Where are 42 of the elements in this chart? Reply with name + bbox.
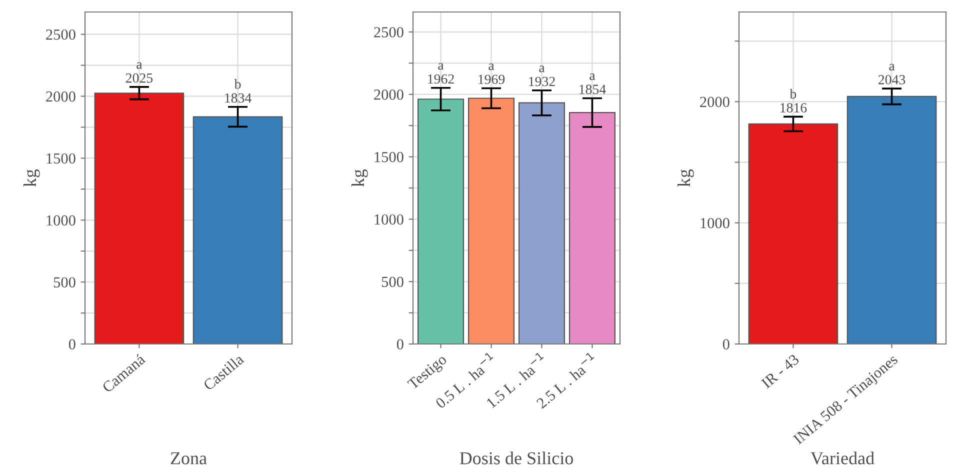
y-axis-title: kg	[677, 169, 694, 187]
y-tick-label: 0	[396, 339, 404, 350]
y-tick-label: 2000	[46, 91, 76, 102]
data-label: 1834	[225, 93, 252, 103]
data-label: 1969	[478, 74, 505, 84]
data-label: 1932	[529, 76, 555, 86]
y-tick-label: 500	[54, 277, 76, 288]
data-label: 1962	[428, 74, 454, 84]
y-tick-label: 1500	[46, 153, 76, 164]
x-axis-title: Dosis de Silicio	[460, 452, 573, 464]
x-axis-title: Zona	[170, 452, 207, 464]
annotation: a	[889, 64, 895, 70]
y-tick-label: 1000	[374, 214, 404, 225]
y-axis-title: kg	[351, 169, 368, 187]
data-label: 2025	[126, 73, 153, 83]
y-tick-label: 2500	[374, 27, 404, 38]
data-label: 1816	[780, 103, 807, 112]
annotation: b	[790, 88, 796, 99]
y-tick-label: 1000	[46, 215, 76, 226]
y-tick-label: 1000	[700, 218, 730, 228]
annotation: a	[539, 66, 545, 72]
x-axis-title: Variedad	[810, 452, 874, 464]
bar	[468, 98, 515, 344]
bar	[518, 102, 566, 344]
data-label: 1854	[580, 84, 606, 94]
y-tick-label: 1500	[374, 152, 404, 162]
y-tick-label: 2500	[46, 29, 76, 40]
y-tick-label: 2000	[374, 90, 404, 100]
y-tick-label: 500	[382, 276, 404, 288]
y-tick-label: 0	[722, 339, 730, 350]
annotation: a	[136, 62, 142, 69]
y-tick-label: 0	[68, 339, 76, 350]
x-tick-label: IR - 43	[760, 354, 800, 389]
annotation: a	[590, 73, 596, 80]
bar	[417, 98, 464, 344]
annotation: b	[234, 79, 241, 89]
y-tick-label: 2000	[700, 96, 730, 108]
y-axis-title: kg	[23, 169, 40, 187]
annotation: a	[438, 63, 444, 70]
bar	[568, 112, 616, 344]
data-label: 2043	[878, 74, 906, 84]
annotation: a	[488, 64, 494, 70]
